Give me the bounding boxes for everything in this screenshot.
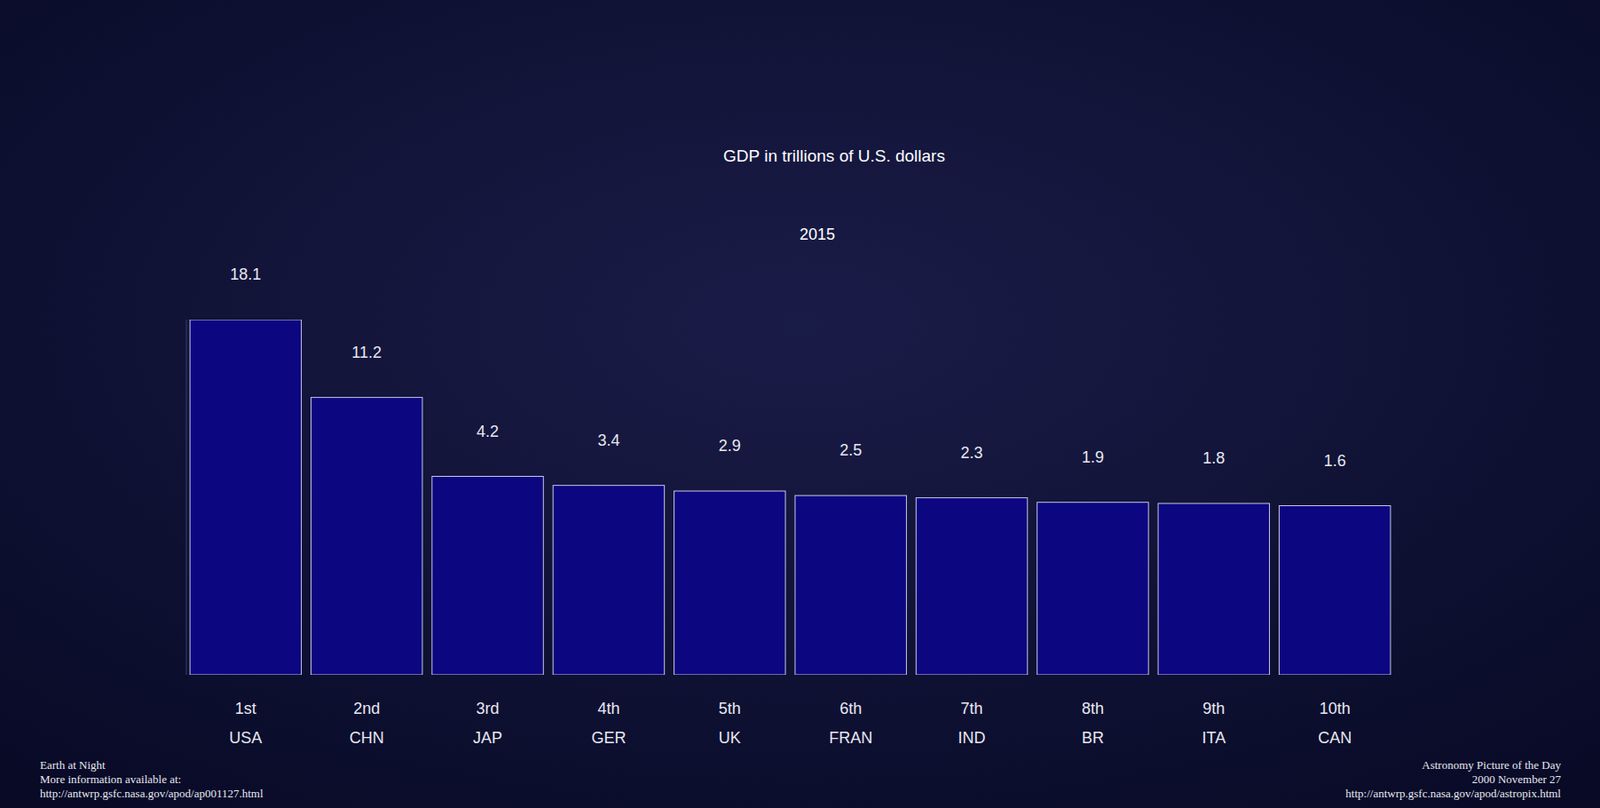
x-tick-label: ITA bbox=[1201, 728, 1226, 747]
x-tick: FRAN bbox=[828, 725, 873, 747]
rank-label: 3rd bbox=[476, 699, 500, 718]
bar bbox=[310, 397, 422, 675]
source-left: Earth at NightMore information available… bbox=[39, 757, 264, 800]
y-axis-line bbox=[186, 319, 188, 675]
bar bbox=[189, 319, 301, 675]
x-tick-label: USA bbox=[228, 728, 262, 747]
x-tick: GER bbox=[591, 725, 626, 747]
data-labels: 18.1 11.2 4.2 3.4 2.9 2.5 2.3 1.9 1.8 1.6 bbox=[229, 265, 1346, 470]
bar bbox=[552, 485, 664, 675]
bar bbox=[432, 476, 544, 675]
subtitle: 2015 bbox=[799, 225, 836, 244]
x-tick: JAP bbox=[472, 725, 503, 747]
source-right: Astronomy Picture of the Day2000 Novembe… bbox=[1345, 757, 1561, 800]
rank-label: 9th bbox=[1202, 699, 1225, 718]
rank-labels: 1st 2nd 3rd 4th 5th 6th 7th 8th 9th 10th bbox=[235, 699, 1351, 718]
title: GDP in trillions of U.S. dollars bbox=[723, 146, 946, 166]
x-tick: UK bbox=[718, 725, 741, 747]
background bbox=[0, 0, 1600, 808]
data-label: 1.9 bbox=[1081, 448, 1104, 466]
data-label: 18.1 bbox=[229, 265, 261, 284]
x-tick: CHN bbox=[349, 725, 385, 747]
data-label: 1.8 bbox=[1202, 449, 1225, 467]
source-note: http://antwrp.gsfc.nasa.gov/apod/astropi… bbox=[1345, 786, 1561, 800]
data-label: 4.2 bbox=[476, 422, 499, 441]
x-tick-label: CHN bbox=[349, 728, 385, 747]
rank-label: 7th bbox=[961, 699, 984, 718]
rank-label: 8th bbox=[1081, 699, 1104, 718]
rank-label: 5th bbox=[718, 699, 741, 718]
source-note: http://antwrp.gsfc.nasa.gov/apod/ap00112… bbox=[39, 786, 264, 800]
x-tick: CAN bbox=[1317, 725, 1352, 747]
data-label: 1.6 bbox=[1324, 451, 1347, 470]
x-tick-label: GER bbox=[591, 728, 626, 747]
data-label: 11.2 bbox=[351, 343, 382, 362]
bar bbox=[915, 497, 1027, 675]
data-label: 3.4 bbox=[597, 431, 620, 450]
x-tick: ITA bbox=[1201, 725, 1226, 747]
bar bbox=[1278, 505, 1390, 675]
x-tick-label: IND bbox=[958, 728, 986, 747]
bar bbox=[674, 490, 786, 675]
source-note: More information available at: bbox=[39, 772, 182, 786]
x-tick-label: UK bbox=[718, 728, 741, 747]
x-tick-label: JAP bbox=[472, 728, 503, 747]
source-note: Earth at Night bbox=[39, 757, 106, 772]
x-tick-label: FRAN bbox=[828, 728, 873, 747]
rank-label: 2nd bbox=[353, 699, 380, 718]
rank-label: 6th bbox=[839, 699, 862, 718]
source-note: Astronomy Picture of the Day bbox=[1421, 757, 1561, 772]
bar bbox=[1037, 502, 1149, 675]
data-label: 2.3 bbox=[961, 443, 984, 462]
rank-label: 10th bbox=[1319, 699, 1351, 718]
rank-label: 4th bbox=[597, 699, 620, 718]
chart: 18.1 11.2 4.2 3.4 2.9 2.5 2.3 1.9 1.8 1.6 1st 2nd 3r… bbox=[0, 0, 1600, 808]
bars bbox=[189, 319, 1391, 675]
data-label: 2.5 bbox=[839, 441, 862, 459]
x-tick-label: BR bbox=[1081, 728, 1104, 747]
rank-label: 1st bbox=[235, 699, 257, 718]
bar bbox=[1158, 503, 1269, 675]
bar bbox=[795, 495, 907, 675]
source-note: 2000 November 27 bbox=[1472, 772, 1562, 786]
x-tick: BR bbox=[1081, 725, 1104, 747]
data-label: 2.9 bbox=[718, 436, 741, 455]
x-tick: USA bbox=[228, 725, 262, 747]
x-tick-label: CAN bbox=[1317, 728, 1352, 747]
x-axis: USA CHN JAP GER UK FRAN IND BR ITA CAN bbox=[228, 725, 1352, 747]
x-tick: IND bbox=[958, 725, 986, 747]
